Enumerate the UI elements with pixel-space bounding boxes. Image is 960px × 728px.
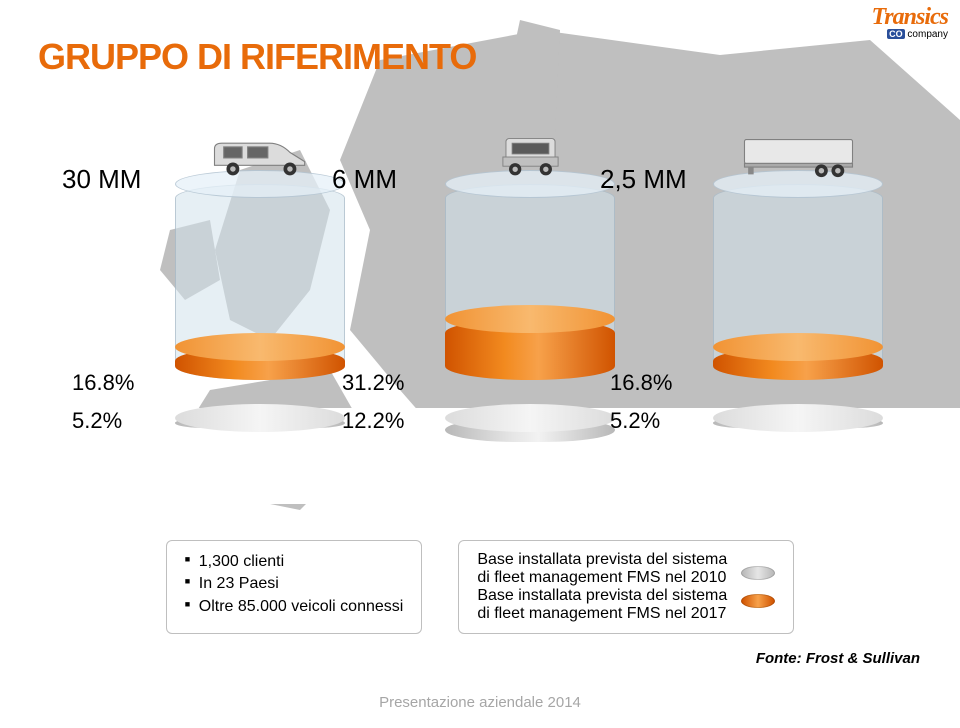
pct-label-2010: 12.2% [342,408,404,434]
mm-label: 30 MM [62,164,141,195]
logo-co-box: CO [887,29,905,39]
trailer-icon [739,134,858,180]
mm-label: 6 MM [332,164,397,195]
cylinder-base-top [445,404,615,432]
cylinder-base [175,404,345,442]
footer: Presentazione aziendale 2014 [0,694,960,711]
cylinder-fill-top [175,333,345,361]
swatch-2017 [741,594,775,608]
legend-line-3: Base installata prevista del sistema [477,587,727,605]
swatch-2010 [741,566,775,580]
clients-list-item: In 23 Paesi [185,573,404,595]
clients-box: 1,300 clientiIn 23 PaesiOltre 85.000 vei… [166,540,423,634]
source-value: Frost & Sullivan [806,650,920,667]
legend-box: Base installata prevista del sistema di … [458,540,794,634]
cylinder-fill-top [445,305,615,333]
clients-list-item: 1,300 clienti [185,551,404,573]
cylinder-base [445,404,615,456]
logo-brand: Transics [872,4,948,31]
cylinder-group-1: 6 MM31.2%12.2% [420,170,640,394]
truck-icon [471,134,590,180]
cylinder-base-top [175,404,345,432]
legend-line-2: di fleet management FMS nel 2010 [477,569,727,587]
pct-label-2010: 5.2% [72,408,122,434]
pct-label-2010: 5.2% [610,408,660,434]
cylinder [445,170,615,394]
cylinder-group-2: 2,5 MM16.8%5.2% [688,170,908,394]
clients-list-item: Oltre 85.000 veicoli connessi [185,596,404,618]
cylinder-base [713,404,883,442]
cylinder-fill-top [713,333,883,361]
info-row: 1,300 clientiIn 23 PaesiOltre 85.000 vei… [0,540,960,634]
cylinder-group-0: 30 MM16.8%5.2% [150,170,370,394]
logo-co-label: company [907,29,948,40]
clients-list: 1,300 clientiIn 23 PaesiOltre 85.000 vei… [185,551,404,618]
logo: Transics CO company [872,4,948,40]
cylinder-chart: 30 MM16.8%5.2%6 MM31.2%12.2%2,5 MM16.8%5… [0,130,960,500]
pct-label-2017: 16.8% [72,370,134,396]
slide: Transics CO company GRUPPO DI RIFERIMENT… [0,0,960,728]
legend-swatches [741,566,775,608]
pct-label-2017: 31.2% [342,370,404,396]
van-icon [201,134,320,180]
cylinder-base-top [713,404,883,432]
cylinder [713,170,883,394]
source-label: Fonte: [756,650,802,667]
legend-line-4: di fleet management FMS nel 2017 [477,605,727,623]
mm-label: 2,5 MM [600,164,687,195]
cylinder [175,170,345,394]
pct-label-2017: 16.8% [610,370,672,396]
source-citation: Fonte: Frost & Sullivan [756,650,920,667]
page-title: GRUPPO DI RIFERIMENTO [38,36,476,78]
legend-line-1: Base installata prevista del sistema [477,551,727,569]
legend-text: Base installata prevista del sistema di … [477,551,727,623]
